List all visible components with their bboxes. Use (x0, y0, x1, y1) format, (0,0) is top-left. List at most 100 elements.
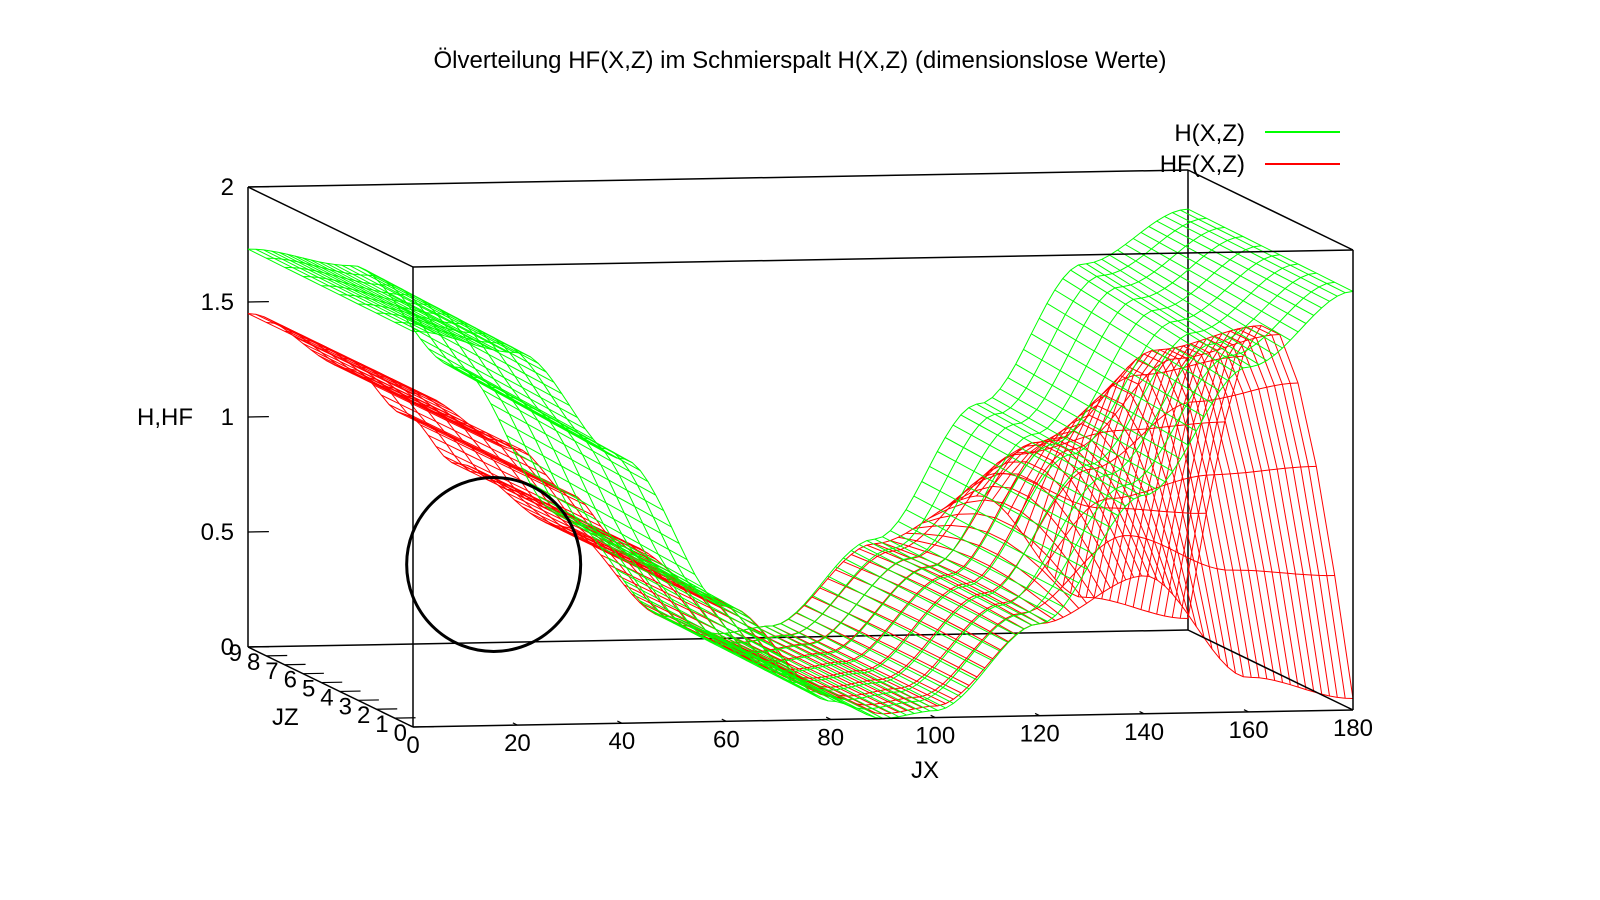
h-surface-grid-line (1109, 254, 1275, 356)
h-surface-grid-line (788, 618, 954, 704)
h-surface-grid-line (733, 631, 899, 718)
hf-surface-grid-line (1171, 326, 1338, 698)
h-surface-grid-line (1007, 377, 1174, 472)
h-surface-grid-line (1062, 278, 1228, 381)
y-tick-label: 7 (265, 658, 278, 685)
hf-surface-grid-line (851, 554, 1017, 635)
x-tick-label: 160 (1229, 717, 1269, 744)
x-tick-label: 140 (1124, 719, 1164, 746)
hf-surface-grid-line (905, 532, 1072, 614)
y-tick-label: 5 (302, 676, 315, 703)
h-surface-grid-line (1101, 258, 1268, 362)
h-surface-grid-line (576, 520, 743, 613)
h-surface-grid-line (1148, 226, 1315, 316)
hf-surface-grid-line (1085, 349, 1252, 678)
z-tick-label: 1 (221, 404, 234, 431)
hf-surface-grid-line (866, 544, 1033, 626)
h-surface-grid-line (451, 366, 617, 459)
hf-surface-grid-line (333, 364, 500, 446)
x-tick-label: 20 (504, 730, 531, 757)
x-tick-mark (408, 724, 414, 728)
h-surface-grid-line (874, 538, 1040, 625)
hf-surface-grid-line (1156, 330, 1323, 695)
h-surface-grid-line (623, 580, 790, 669)
h-surface-grid-line (467, 370, 633, 464)
h-surface-grid-line (318, 261, 484, 348)
h-surface-grid-line (1172, 212, 1338, 297)
h-surface-grid-line (326, 262, 492, 350)
h-surface-grid-line (263, 249, 429, 333)
box-edge (247, 186, 414, 268)
h-surface-grid-line (764, 625, 931, 712)
h-surface-grid-line (929, 465, 1095, 556)
h-surface-grid-line (803, 603, 970, 690)
y-tick-label: 2 (357, 702, 370, 729)
h-surface-grid-line (279, 252, 445, 337)
h-surface-grid-line (1054, 289, 1221, 392)
h-surface-grid-line (772, 625, 939, 711)
h-surface-grid-line (897, 520, 1064, 608)
h-surface-grid-line (435, 356, 602, 449)
h-surface-grid-line (913, 495, 1080, 584)
h-surface-grid-line (498, 418, 664, 512)
h-surface-grid-line (514, 451, 680, 545)
h-surface-grid-line (341, 264, 508, 353)
hf-surface-grid-line (764, 625, 931, 707)
hf-surface-grid-line (976, 440, 1142, 577)
h-surface-grid-line (1078, 264, 1244, 369)
plot-box-front (412, 249, 1354, 728)
h-surface-grid-line (427, 348, 594, 440)
box-edge (412, 249, 1354, 268)
h-surface-grid-line (741, 630, 907, 716)
hf-surface-grid-line (780, 623, 946, 705)
h-surface-grid-line (1023, 348, 1189, 446)
x-tick-label: 0 (406, 732, 419, 759)
h-surface (247, 208, 1354, 720)
hf-surface-grid-line (247, 313, 414, 394)
hf-surface-grid-line (435, 445, 602, 527)
h-surface-grid-line (1140, 231, 1307, 324)
h-surface-grid-line (247, 208, 1189, 635)
h-surface-grid-line (286, 253, 453, 339)
h-surface-grid-line (1125, 244, 1291, 341)
h-surface-grid-line (537, 495, 704, 588)
h-surface-grid-line (968, 407, 1134, 500)
x-tick-label: 180 (1333, 715, 1373, 742)
hf-surface-grid-line (1023, 404, 1189, 616)
box-edge (412, 709, 1354, 728)
h-surface-grid-line (1031, 333, 1197, 432)
h-surface-grid-line (890, 530, 1056, 617)
y-tick-label: 6 (284, 667, 297, 694)
h-surface-grid-line (380, 283, 547, 373)
hf-surface-grid-line (365, 375, 531, 457)
axis-ticks: 0 20 40 60 80 100 120 140 160 180012345678900.511… (201, 174, 1373, 759)
hf-surface-grid-line (772, 625, 939, 707)
box-edge (1187, 169, 1354, 251)
h-surface-grid-line (960, 414, 1127, 507)
hf-surface-grid-line (725, 632, 892, 714)
x-tick-mark (617, 720, 623, 724)
h-surface-grid-line (404, 315, 570, 407)
hf-surface-grid-line (294, 336, 461, 418)
hf-surface-grid-line (394, 384, 1335, 706)
h-surface-grid-line (819, 585, 986, 671)
z-axis-label: H,HF (137, 404, 193, 431)
x-tick-mark (1034, 712, 1040, 717)
hf-surface-grid-line (921, 513, 1088, 604)
h-surface-grid-line (420, 338, 586, 430)
hf-surface-grid-line (756, 626, 923, 708)
hf-surface-grid-line (843, 561, 1009, 643)
h-surface-grid-line (529, 482, 696, 576)
h-surface-grid-line (1038, 317, 1205, 418)
h-surface-grid-line (310, 259, 476, 346)
hf-surface-grid-line (960, 451, 1127, 581)
hf-surface-grid-line (1054, 366, 1221, 659)
x-axis-label: JX (911, 757, 939, 784)
hf-surface-grid-line (1093, 348, 1260, 678)
h-surface-grid-line (1187, 208, 1354, 292)
h-surface-grid-line (756, 626, 923, 713)
hf-surface-grid-line (749, 628, 915, 710)
hf-surface-grid-line (341, 367, 508, 449)
hf-surface-grid-line (357, 369, 523, 451)
h-surface-grid-line (333, 263, 500, 352)
